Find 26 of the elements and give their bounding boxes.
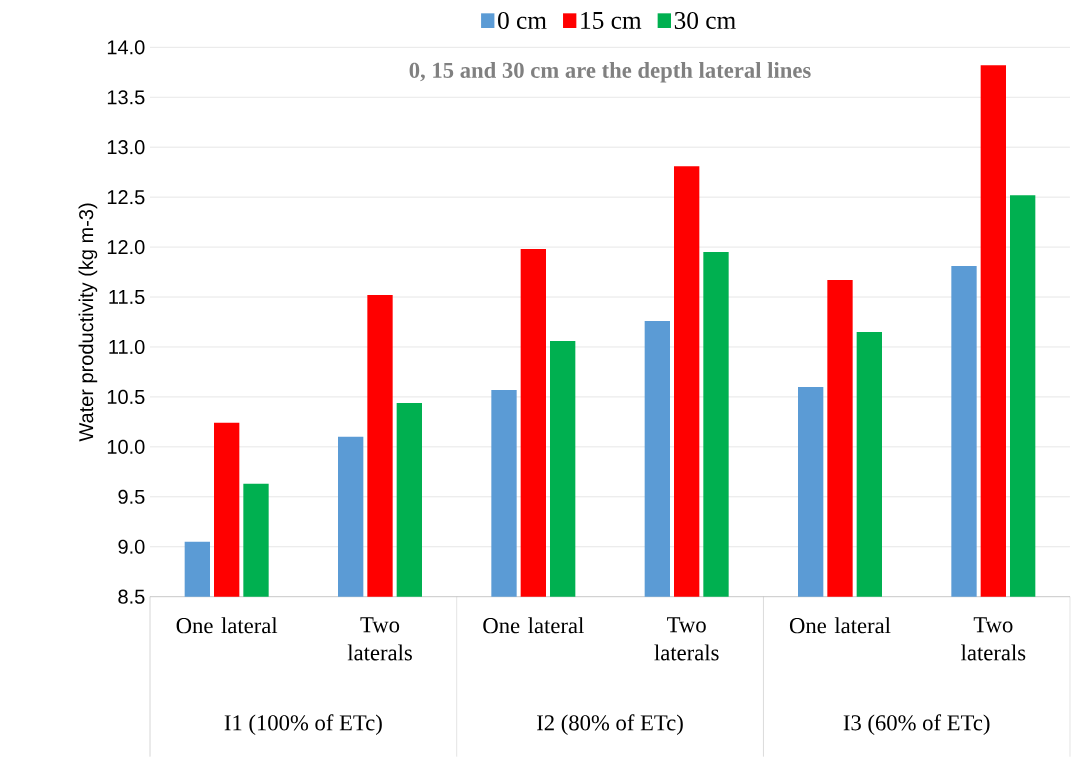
x-tick-label: One lateral bbox=[789, 617, 891, 634]
y-tick-label: 14.0 bbox=[107, 40, 145, 55]
x-tick-label: One lateral bbox=[176, 617, 278, 634]
y-tick-label: 9.0 bbox=[118, 539, 145, 554]
y-tick-label: 9.5 bbox=[118, 489, 145, 504]
text: I3 (60% of ETc) bbox=[843, 714, 990, 736]
y-tick-label: 8.5 bbox=[118, 589, 145, 604]
legend-label: 30 cm bbox=[674, 11, 736, 30]
y-tick-label: 11.5 bbox=[109, 290, 145, 305]
text: I2 (80% of ETc) bbox=[537, 714, 683, 736]
text: I1 (100% of ETc) bbox=[224, 714, 382, 736]
y-tick-label: 12.5 bbox=[107, 190, 145, 205]
x-tick-label: Two laterals bbox=[347, 617, 412, 661]
y-tick-label: 10.5 bbox=[107, 389, 145, 405]
x-tick-label: Two laterals bbox=[961, 617, 1026, 661]
y-tick-label: 11.0 bbox=[109, 339, 145, 355]
annotation: 0, 15 and 30 cm are the depth lateral lines bbox=[409, 62, 811, 83]
legend-label: 15 cm bbox=[581, 12, 642, 29]
y-tick-label: 13.0 bbox=[107, 140, 145, 155]
x-tick-label: One lateral bbox=[483, 617, 584, 634]
y-tick-label: 10.0 bbox=[107, 439, 145, 454]
y-tick-label: 13.5 bbox=[107, 90, 145, 105]
legend-label: 0 cm bbox=[498, 11, 547, 30]
y-axis-title: Water productivity (kg m-3) bbox=[78, 203, 98, 442]
y-tick-label: 12.0 bbox=[107, 240, 145, 255]
x-tick-label: Two laterals bbox=[654, 617, 719, 661]
